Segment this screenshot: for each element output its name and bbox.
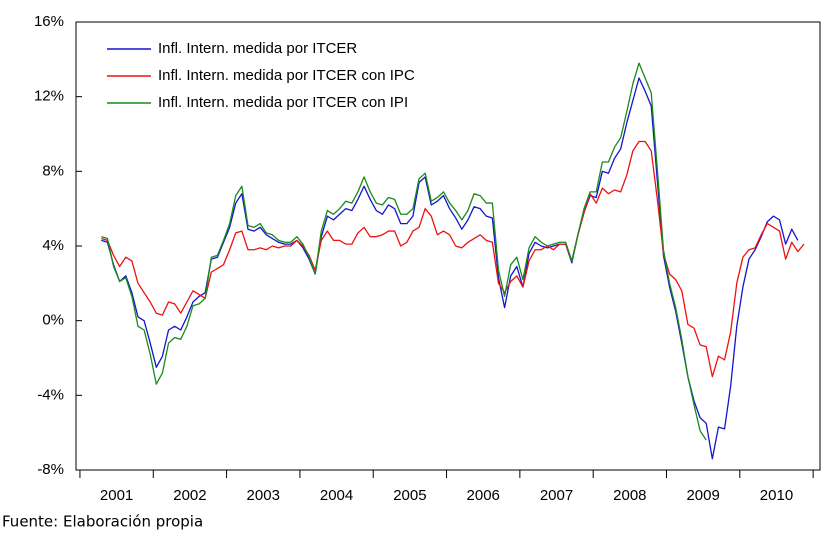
x-tick-label: 2006: [467, 487, 500, 504]
source-note: Fuente: Elaboración propia: [2, 513, 203, 531]
x-tick-label: 2002: [173, 487, 206, 504]
y-tick-label: 8%: [42, 162, 64, 179]
series-line: [101, 140, 805, 378]
x-tick-label: 2003: [247, 487, 280, 504]
y-tick-label: 4%: [42, 237, 64, 254]
plot-frame: [75, 21, 821, 471]
legend-label: Infl. Intern. medida por ITCER con IPI: [158, 94, 408, 111]
x-tick-label: 2010: [760, 487, 793, 504]
y-tick-label: 12%: [34, 88, 64, 105]
y-tick-label: 16%: [34, 13, 64, 30]
x-tick-label: 2005: [393, 487, 426, 504]
series-line: [101, 62, 707, 441]
x-tick-label: 2001: [100, 487, 133, 504]
y-tick-label: -8%: [37, 461, 64, 478]
legend-label: Infl. Intern. medida por ITCER: [158, 40, 357, 57]
x-tick-label: 2009: [686, 487, 719, 504]
x-tick-label: 2008: [613, 487, 646, 504]
legend-label: Infl. Intern. medida por ITCER con IPC: [158, 67, 415, 84]
x-tick-label: 2007: [540, 487, 573, 504]
y-tick-label: 0%: [42, 312, 64, 329]
x-tick-label: 2004: [320, 487, 353, 504]
y-tick-label: -4%: [37, 386, 64, 403]
